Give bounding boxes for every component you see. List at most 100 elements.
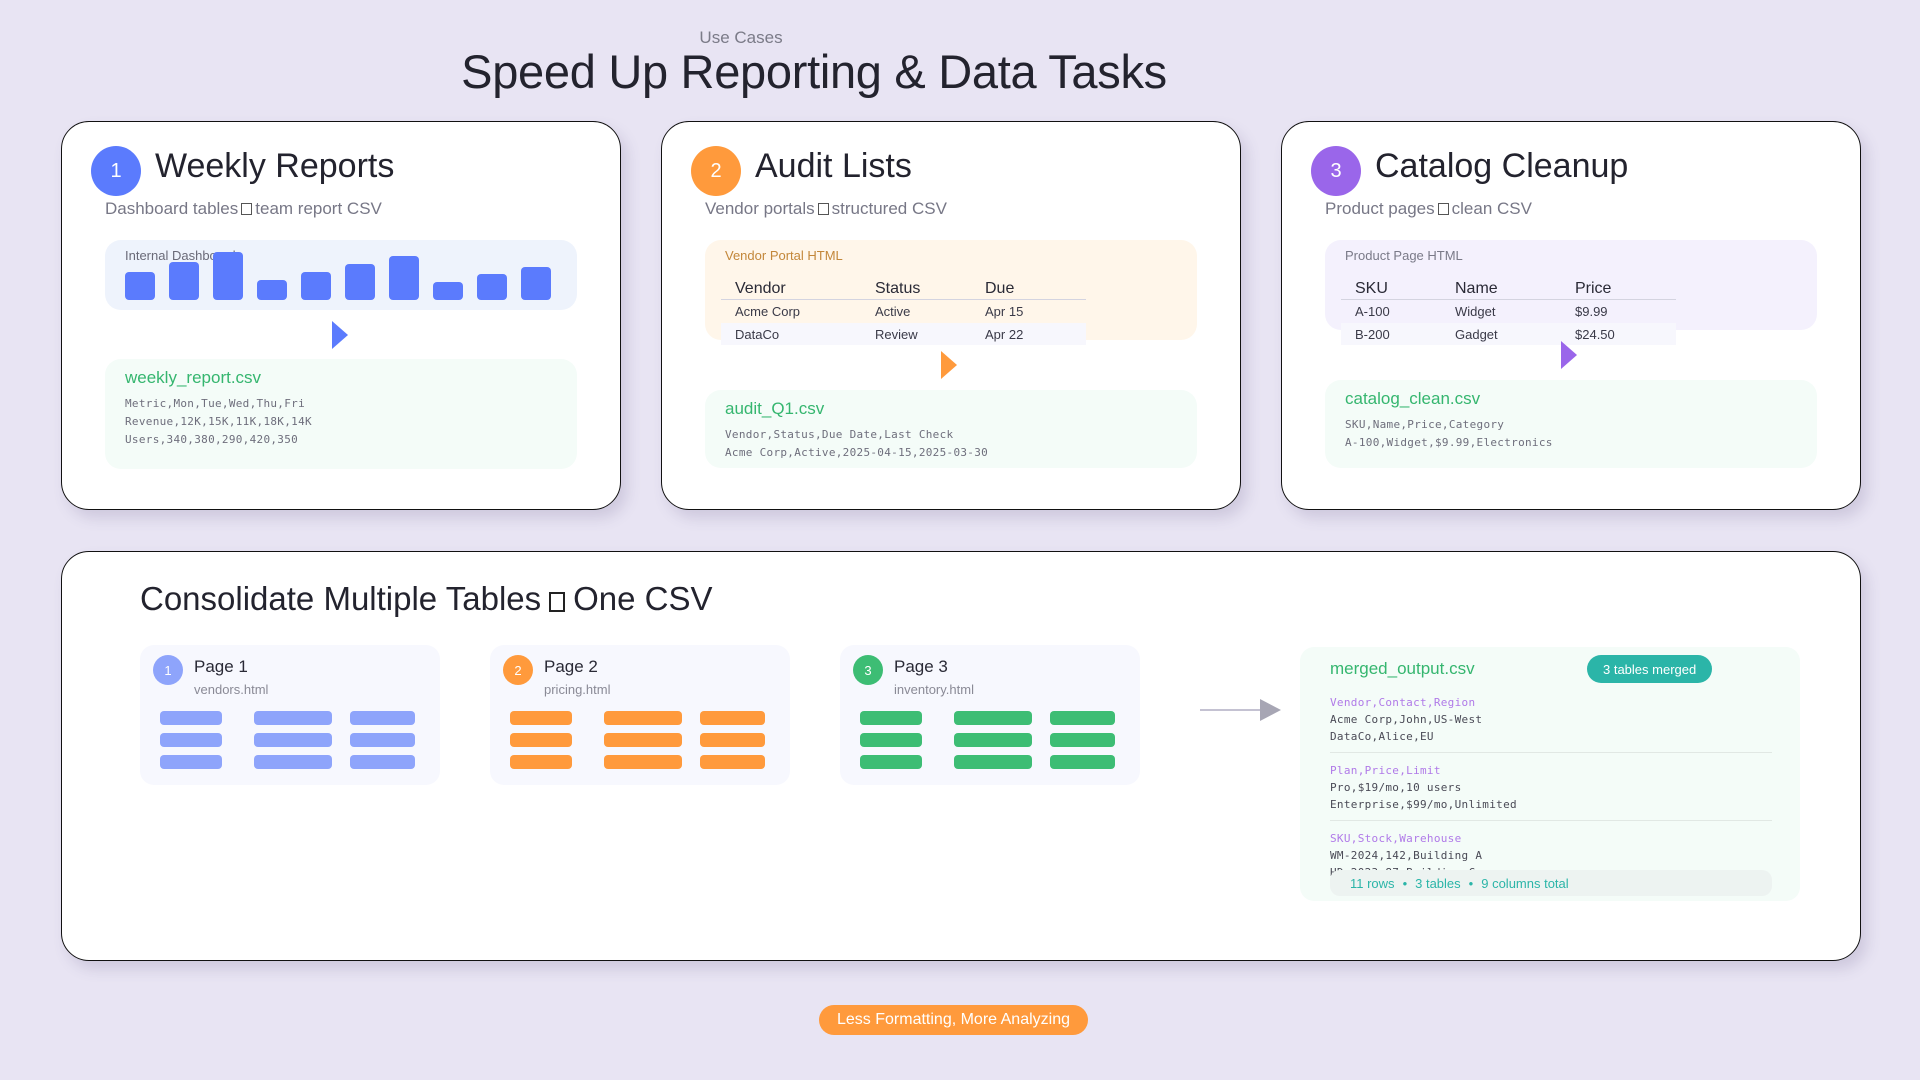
table-row <box>1341 323 1676 345</box>
table-cell: DataCo <box>735 327 780 342</box>
column-header: Name <box>1455 280 1498 297</box>
cell-placeholder <box>350 711 415 725</box>
cell-placeholder <box>860 733 922 747</box>
csv-line: Acme Corp,John,US-West <box>1330 713 1483 726</box>
column-header: Price <box>1575 280 1612 297</box>
page-filename: inventory.html <box>894 682 974 697</box>
arrow-placeholder-icon <box>241 203 253 215</box>
title-right: One CSV <box>573 580 713 617</box>
cell-placeholder <box>700 755 765 769</box>
page-title: Page 2 <box>544 657 598 676</box>
csv-line: DataCo,Alice,EU <box>1330 730 1434 743</box>
card-title: Catalog Cleanup <box>1375 147 1629 185</box>
bar <box>213 252 243 300</box>
arrow-placeholder-icon <box>549 592 566 612</box>
arrow-right-icon <box>332 321 348 349</box>
table-cell: Acme Corp <box>735 304 801 319</box>
table-cell: $9.99 <box>1575 304 1608 319</box>
cell-placeholder <box>160 755 222 769</box>
csv-line: Metric,Mon,Tue,Wed,Thu,Fri <box>125 397 305 410</box>
bar <box>521 267 551 300</box>
csv-output-panel: weekly_report.csv Metric,Mon,Tue,Wed,Thu… <box>105 359 577 469</box>
page-card-3: 3 Page 3 inventory.html <box>840 645 1140 785</box>
step-badge: 3 <box>853 655 883 685</box>
page-title: Page 3 <box>894 657 948 676</box>
cell-placeholder <box>1050 733 1115 747</box>
page-title: Page 1 <box>194 657 248 676</box>
subtitle-target: team report CSV <box>255 199 382 218</box>
section-divider <box>1330 820 1772 821</box>
tables-merged-badge: 3 tables merged <box>1587 655 1713 683</box>
step-badge: 2 <box>503 655 533 685</box>
cell-placeholder <box>954 755 1032 769</box>
page-card-1: 1 Page 1 vendors.html <box>140 645 440 785</box>
arrow-right-icon <box>941 351 957 379</box>
csv-line: SKU,Name,Price,Category <box>1345 418 1505 431</box>
table-cell: Gadget <box>1455 327 1498 342</box>
panel-label: Internal Dashboard <box>125 248 236 263</box>
vendor-table: Vendor Status Due Acme Corp Active Apr 1… <box>721 277 1086 347</box>
subtitle-source: Vendor portals <box>705 199 815 218</box>
subtitle-target: structured CSV <box>831 199 947 218</box>
bar <box>257 280 287 300</box>
subtitle-source: Product pages <box>1325 199 1435 218</box>
bar <box>389 256 419 300</box>
header-divider <box>721 299 1086 300</box>
table-row <box>721 323 1086 345</box>
table-cell: A-100 <box>1355 304 1390 319</box>
bar <box>345 264 375 300</box>
merged-output-panel: merged_output.csv 3 tables merged Vendor… <box>1300 647 1800 901</box>
cell-placeholder <box>254 755 332 769</box>
title-left: Consolidate Multiple Tables <box>140 580 542 617</box>
cell-placeholder <box>510 733 572 747</box>
csv-line: Acme Corp,Active,2025-04-15,2025-03-30 <box>725 446 989 459</box>
separator: • <box>1468 875 1474 891</box>
panel-label: Product Page HTML <box>1345 248 1463 263</box>
csv-filename: audit_Q1.csv <box>725 399 825 418</box>
merge-arrow-line <box>1200 709 1262 711</box>
cell-placeholder <box>954 733 1032 747</box>
rows-count: 11 rows <box>1350 875 1395 891</box>
arrow-placeholder-icon <box>1437 203 1449 215</box>
cell-placeholder <box>160 733 222 747</box>
csv-line: Vendor,Status,Due Date,Last Check <box>725 428 954 441</box>
arrow-right-icon <box>1561 341 1577 369</box>
cell-placeholder <box>700 733 765 747</box>
cell-placeholder <box>604 733 682 747</box>
page-filename: vendors.html <box>194 682 269 697</box>
bar <box>125 272 155 300</box>
card-title: Audit Lists <box>755 147 912 185</box>
cell-placeholder <box>254 711 332 725</box>
csv-output-panel: catalog_clean.csv SKU,Name,Price,Categor… <box>1325 380 1817 468</box>
page-filename: pricing.html <box>544 682 611 697</box>
csv-output-panel: audit_Q1.csv Vendor,Status,Due Date,Last… <box>705 390 1197 468</box>
arrow-placeholder-icon <box>817 203 829 215</box>
merged-filename: merged_output.csv <box>1330 659 1475 678</box>
card-catalog-cleanup: 3 Catalog Cleanup Product pages clean CSV… <box>1281 121 1861 510</box>
header-divider <box>1341 299 1676 300</box>
section-divider <box>1330 752 1772 753</box>
card-subtitle: Dashboard tables team report CSV <box>105 199 382 219</box>
csv-filename: weekly_report.csv <box>125 368 262 387</box>
csv-line: Revenue,12K,15K,11K,18K,14K <box>125 415 312 428</box>
cell-placeholder <box>160 711 222 725</box>
cell-placeholder <box>860 755 922 769</box>
section-header: SKU,Stock,Warehouse <box>1330 832 1462 845</box>
table-cell: Apr 15 <box>985 304 1024 319</box>
cell-placeholder <box>510 755 572 769</box>
section-title: Consolidate Multiple Tables One CSV <box>140 580 713 618</box>
step-badge: 1 <box>91 146 141 196</box>
csv-line: Pro,$19/mo,10 users <box>1330 781 1462 794</box>
panel-label: Vendor Portal HTML <box>725 248 843 263</box>
merge-summary: 11 rows • 3 tables • 9 columns total <box>1330 870 1772 896</box>
merge-arrow-icon <box>1260 699 1281 721</box>
table-cell: Review <box>875 327 918 342</box>
page-title: Speed Up Reporting & Data Tasks <box>461 45 1167 98</box>
card-audit-lists: 2 Audit Lists Vendor portals structured C… <box>661 121 1241 510</box>
subtitle-target: clean CSV <box>1451 199 1532 218</box>
cell-placeholder <box>350 755 415 769</box>
section-header: Vendor,Contact,Region <box>1330 696 1476 709</box>
cell-placeholder <box>604 755 682 769</box>
column-header: Vendor <box>735 280 786 297</box>
column-header: Due <box>985 280 1015 297</box>
